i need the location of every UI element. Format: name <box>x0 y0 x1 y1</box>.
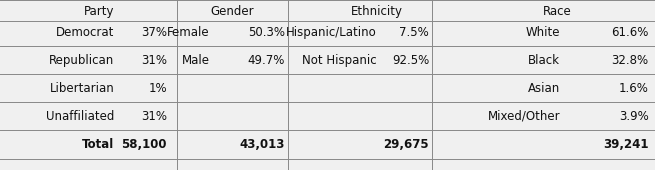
Text: Asian: Asian <box>528 82 560 95</box>
Text: Not Hispanic: Not Hispanic <box>302 54 377 67</box>
Text: Democrat: Democrat <box>56 26 115 39</box>
Text: 32.8%: 32.8% <box>611 54 648 67</box>
Text: Ethnicity: Ethnicity <box>350 5 403 18</box>
Text: Black: Black <box>528 54 560 67</box>
Text: 50.3%: 50.3% <box>248 26 285 39</box>
Text: 31%: 31% <box>141 54 167 67</box>
Text: 49.7%: 49.7% <box>248 54 285 67</box>
Text: Gender: Gender <box>211 5 254 18</box>
Text: 92.5%: 92.5% <box>392 54 429 67</box>
Text: Hispanic/Latino: Hispanic/Latino <box>286 26 377 39</box>
Text: Mixed/Other: Mixed/Other <box>487 110 560 123</box>
Text: 58,100: 58,100 <box>122 138 167 151</box>
Text: Libertarian: Libertarian <box>50 82 115 95</box>
Text: Party: Party <box>84 5 115 18</box>
Text: 43,013: 43,013 <box>240 138 285 151</box>
Text: Female: Female <box>167 26 210 39</box>
Text: 37%: 37% <box>141 26 167 39</box>
Text: Race: Race <box>542 5 571 18</box>
Text: 39,241: 39,241 <box>603 138 648 151</box>
Text: Unaffiliated: Unaffiliated <box>47 110 115 123</box>
Text: Male: Male <box>181 54 210 67</box>
Text: 1%: 1% <box>149 82 167 95</box>
Text: Republican: Republican <box>49 54 115 67</box>
Text: 31%: 31% <box>141 110 167 123</box>
Text: 1.6%: 1.6% <box>618 82 648 95</box>
Text: 3.9%: 3.9% <box>619 110 648 123</box>
Text: 61.6%: 61.6% <box>611 26 648 39</box>
Text: White: White <box>525 26 560 39</box>
Text: 7.5%: 7.5% <box>400 26 429 39</box>
Text: 29,675: 29,675 <box>383 138 429 151</box>
Text: Total: Total <box>83 138 115 151</box>
